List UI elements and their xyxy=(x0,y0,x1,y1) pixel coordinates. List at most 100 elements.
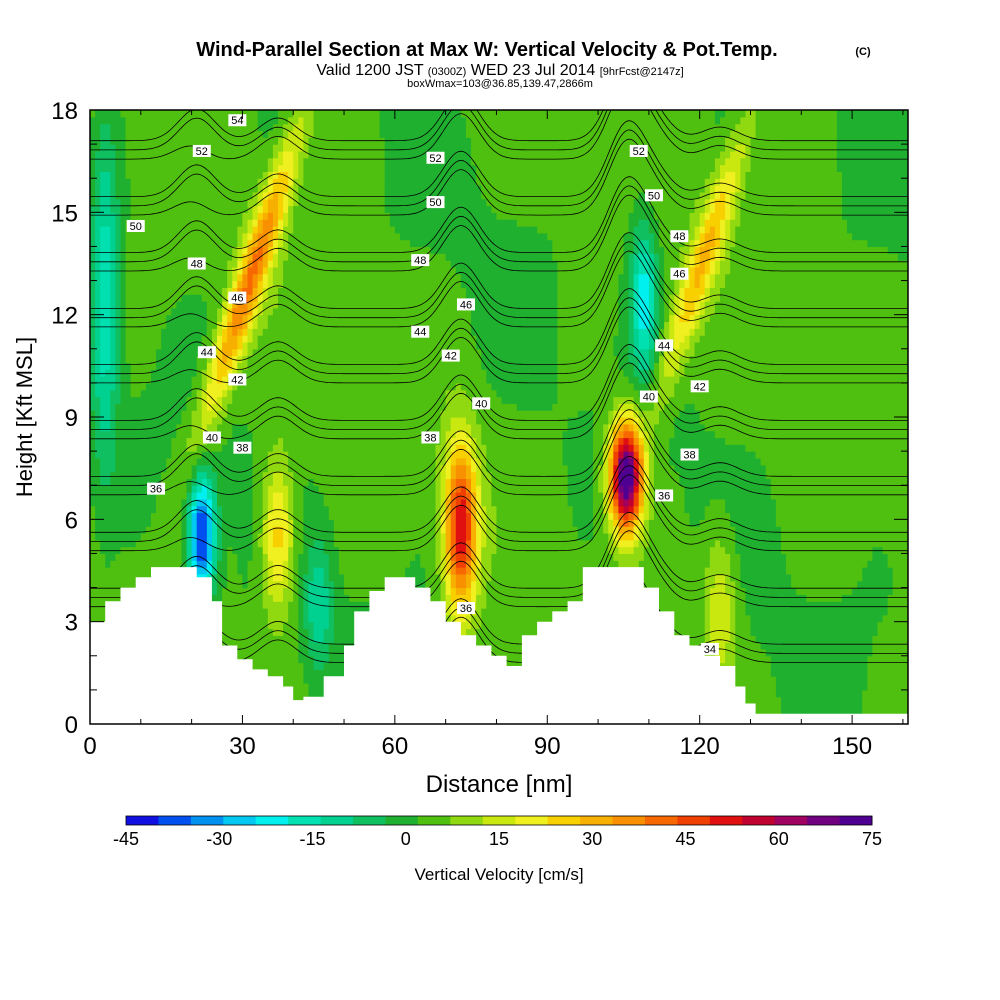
velocity-cell xyxy=(313,648,320,657)
velocity-cell xyxy=(166,260,172,268)
velocity-cell xyxy=(181,389,188,398)
velocity-cell xyxy=(227,150,233,159)
velocity-cell xyxy=(95,301,101,309)
velocity-cell xyxy=(283,492,289,500)
velocity-cell xyxy=(156,123,162,132)
velocity-cell xyxy=(100,348,106,357)
velocity-cell xyxy=(283,423,289,432)
velocity-cell xyxy=(161,512,167,520)
velocity-cell xyxy=(308,273,315,282)
velocity-cell xyxy=(328,430,335,439)
velocity-cell xyxy=(328,171,335,179)
velocity-cell xyxy=(196,130,203,138)
velocity-cell xyxy=(349,464,355,473)
velocity-cell xyxy=(90,573,96,582)
velocity-cell xyxy=(206,321,213,329)
velocity-cell xyxy=(171,437,177,445)
velocity-cell xyxy=(308,403,315,411)
velocity-cell xyxy=(100,410,106,418)
velocity-cell xyxy=(161,382,167,391)
velocity-cell xyxy=(313,157,320,166)
velocity-cell xyxy=(186,253,193,261)
velocity-cell xyxy=(262,464,269,473)
velocity-cell xyxy=(308,178,315,186)
velocity-cell xyxy=(313,560,320,568)
velocity-cell xyxy=(272,410,279,418)
velocity-cell xyxy=(359,150,365,159)
velocity-cell xyxy=(354,485,360,493)
velocity-cell xyxy=(364,287,371,295)
velocity-cell xyxy=(252,628,259,636)
velocity-cell xyxy=(308,246,315,254)
velocity-cell xyxy=(308,198,315,207)
velocity-cell xyxy=(227,239,233,248)
velocity-cell xyxy=(140,280,147,288)
velocity-cell xyxy=(242,123,249,132)
velocity-cell xyxy=(354,580,360,589)
velocity-cell xyxy=(196,464,203,473)
velocity-cell xyxy=(267,219,274,227)
velocity-cell xyxy=(283,471,289,479)
velocity-cell xyxy=(344,451,350,459)
velocity-cell xyxy=(130,260,137,268)
velocity-cell xyxy=(328,512,335,520)
velocity-cell xyxy=(333,478,340,486)
velocity-cell xyxy=(181,382,188,391)
velocity-cell xyxy=(323,137,330,145)
velocity-cell xyxy=(338,355,345,364)
velocity-cell xyxy=(313,266,320,275)
velocity-cell xyxy=(186,191,193,200)
velocity-cell xyxy=(140,110,147,118)
velocity-cell xyxy=(288,451,294,459)
velocity-cell xyxy=(333,417,340,425)
velocity-cell xyxy=(257,116,264,125)
velocity-cell xyxy=(145,212,152,220)
velocity-cell xyxy=(338,403,345,411)
velocity-cell xyxy=(90,280,96,288)
velocity-cell xyxy=(267,655,274,664)
velocity-cell xyxy=(313,519,320,527)
velocity-cell xyxy=(257,573,264,582)
velocity-cell xyxy=(257,205,264,213)
velocity-cell xyxy=(156,287,162,295)
velocity-cell xyxy=(135,539,142,548)
velocity-cell xyxy=(90,608,96,616)
velocity-cell xyxy=(120,219,127,227)
velocity-cell xyxy=(242,205,249,213)
velocity-cell xyxy=(252,457,259,466)
velocity-cell xyxy=(298,498,304,507)
velocity-cell xyxy=(328,389,335,398)
velocity-cell xyxy=(328,382,335,391)
velocity-cell xyxy=(186,546,193,555)
velocity-cell xyxy=(181,532,188,541)
velocity-cell xyxy=(156,389,162,398)
velocity-cell xyxy=(318,205,325,213)
velocity-cell xyxy=(100,560,106,568)
velocity-cell xyxy=(217,314,223,323)
velocity-cell xyxy=(196,526,203,534)
velocity-cell xyxy=(349,587,355,595)
velocity-cell xyxy=(211,219,218,227)
velocity-cell xyxy=(323,594,330,602)
velocity-cell xyxy=(283,573,289,582)
velocity-cell xyxy=(186,485,193,493)
velocity-cell xyxy=(201,341,208,350)
velocity-cell xyxy=(181,123,188,132)
velocity-cell xyxy=(288,553,294,561)
velocity-cell xyxy=(293,567,299,575)
velocity-cell xyxy=(354,464,360,473)
velocity-cell xyxy=(206,307,213,316)
velocity-cell xyxy=(217,185,223,193)
velocity-cell xyxy=(95,280,101,288)
velocity-cell xyxy=(293,348,299,357)
velocity-cell xyxy=(125,539,132,548)
velocity-cell xyxy=(130,573,137,582)
velocity-cell xyxy=(166,403,172,411)
velocity-cell xyxy=(232,601,238,609)
velocity-cell xyxy=(130,116,137,125)
velocity-cell xyxy=(227,205,233,213)
velocity-cell xyxy=(354,355,360,364)
velocity-cell xyxy=(283,253,289,261)
velocity-cell xyxy=(318,328,325,336)
velocity-cell xyxy=(308,232,315,241)
